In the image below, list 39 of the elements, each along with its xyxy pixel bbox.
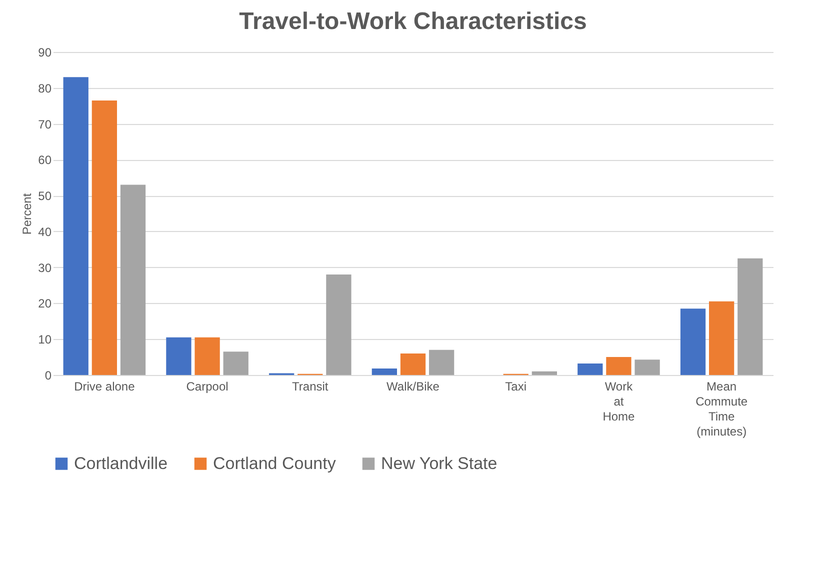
x-tick-label: Drive alone <box>74 380 136 394</box>
bar <box>223 352 248 375</box>
bar <box>578 364 603 375</box>
legend-label: New York State <box>381 454 498 473</box>
x-tick-label: Walk/Bike <box>386 380 440 394</box>
bar <box>63 77 88 375</box>
x-tick-label: Work at Home <box>602 380 636 424</box>
y-tick-label: 80 <box>38 81 52 96</box>
y-tick-label: 90 <box>38 46 52 60</box>
bar <box>606 357 632 375</box>
y-axis-title: Percent <box>20 192 34 235</box>
bar <box>634 360 660 375</box>
bar <box>166 337 192 375</box>
y-tick-label: 20 <box>38 296 52 311</box>
x-tick-label: Carpool <box>186 380 228 394</box>
bar <box>120 184 146 375</box>
y-tick-label: 70 <box>38 117 52 132</box>
bar <box>709 301 734 375</box>
y-tick-label: 10 <box>38 332 52 347</box>
x-tick-label: Mean Commute Time (minutes) <box>696 380 748 438</box>
y-tick-label: 0 <box>44 368 52 382</box>
bar <box>372 368 397 375</box>
y-tick-label: 50 <box>38 189 52 204</box>
x-tick-label: Taxi <box>505 380 527 394</box>
bar <box>680 308 706 375</box>
y-tick-label: 60 <box>38 153 52 168</box>
bar <box>326 274 352 375</box>
bar <box>400 353 426 375</box>
bar <box>738 258 763 375</box>
bar <box>194 337 220 375</box>
chart-title: Travel-to-Work Characteristics <box>239 8 587 35</box>
bar <box>92 100 117 375</box>
bar <box>532 371 557 375</box>
legend-label: Cortlandville <box>74 454 168 473</box>
bar <box>429 350 454 375</box>
y-tick-label: 30 <box>38 260 52 275</box>
legend-label: Cortland County <box>213 454 336 473</box>
x-tick-label: Transit <box>292 380 329 394</box>
y-tick-label: 40 <box>38 224 52 239</box>
